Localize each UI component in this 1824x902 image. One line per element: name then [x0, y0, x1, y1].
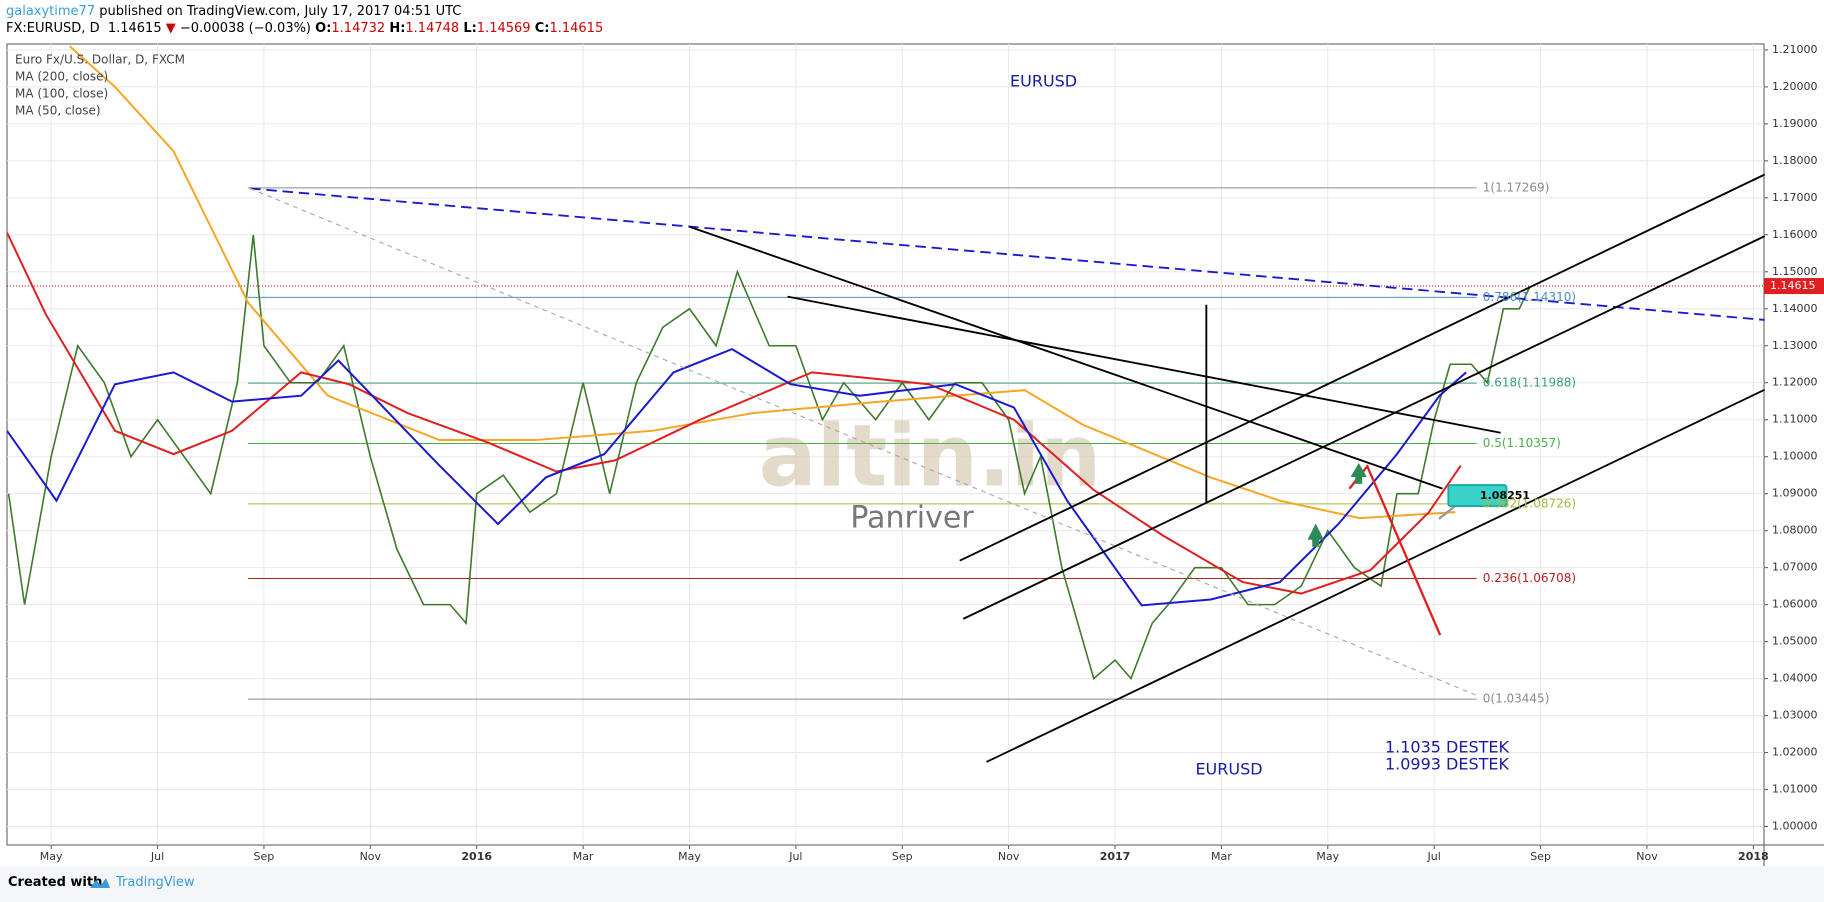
x-tick-label: Nov — [360, 850, 382, 863]
y-tick-label: 1.12000 — [1772, 376, 1818, 389]
up-arrow — [1350, 462, 1367, 484]
published: published on TradingView.com, July 17, 2… — [95, 4, 462, 19]
y-tick-label: 1.16000 — [1772, 228, 1818, 241]
low: 1.14569 — [476, 21, 531, 36]
x-tick-label: 2018 — [1738, 850, 1769, 863]
x-tick-label: May — [1316, 850, 1339, 863]
symbol: FX:EURUSD, D — [6, 21, 100, 36]
fib-label: 0.382(1.08726) — [1483, 496, 1576, 510]
drawings — [249, 173, 1766, 763]
y-tick-label: 1.07000 — [1772, 561, 1818, 574]
channel-line — [962, 235, 1766, 620]
annotation: Panriver — [850, 501, 974, 536]
x-tick-label: May — [678, 850, 701, 863]
y-tick-label: 1.08000 — [1772, 524, 1818, 537]
high: 1.14748 — [405, 21, 460, 36]
low-label: L: — [463, 21, 477, 36]
channel-line — [959, 173, 1766, 562]
x-tick-label: Sep — [254, 850, 275, 863]
y-tick-label: 1.00000 — [1772, 820, 1818, 833]
x-tick-label: May — [40, 850, 63, 863]
trend-line — [689, 225, 1443, 490]
y-tick-label: 1.05000 — [1772, 635, 1818, 648]
header: galaxytime77 published on TradingView.co… — [0, 0, 1824, 44]
x-tick-label: Sep — [892, 850, 913, 863]
channel-line — [986, 388, 1766, 763]
y-tick-label: 1.13000 — [1772, 339, 1818, 352]
annotation: 1.1035 DESTEK — [1385, 738, 1510, 757]
x-tick-label: Jul — [788, 850, 802, 863]
fib-label: 1(1.17269) — [1483, 180, 1550, 194]
arrow-line — [1365, 464, 1442, 636]
y-tick-label: 1.11000 — [1772, 413, 1818, 426]
x-tick-label: Jul — [150, 850, 164, 863]
y-tick-label: 1.19000 — [1772, 117, 1818, 130]
x-tick-label: Nov — [998, 850, 1020, 863]
annotation: EURUSD — [1010, 72, 1077, 91]
arrow: ▼ — [165, 21, 176, 36]
y-tick-label: 1.17000 — [1772, 191, 1818, 204]
x-tick-label: Mar — [1211, 850, 1232, 863]
watermark: altin.in — [759, 406, 1102, 506]
author[interactable]: galaxytime77 — [6, 4, 96, 19]
fib-label: 0.236(1.06708) — [1483, 571, 1576, 585]
trend-line — [250, 187, 1765, 321]
close-label: C: — [534, 21, 550, 36]
x-tick-label: Sep — [1530, 850, 1551, 863]
y-tick-label: 1.18000 — [1772, 154, 1818, 167]
legend-entry: MA (50, close) — [15, 104, 101, 118]
y-tick-label: 1.01000 — [1772, 783, 1818, 796]
legend-entry: MA (200, close) — [15, 70, 108, 84]
pointer — [1438, 503, 1458, 520]
series-line — [7, 234, 1531, 681]
y-tick-label: 1.09000 — [1772, 487, 1818, 500]
series-line — [7, 347, 1467, 607]
x-tick-label: Mar — [573, 850, 594, 863]
footer: Created with TradingView — [0, 866, 1824, 902]
label-box — [1447, 484, 1508, 507]
brand[interactable]: TradingView — [116, 875, 195, 890]
fib-label: 0.5(1.10357) — [1483, 436, 1561, 450]
y-tick-label: 1.21000 — [1772, 43, 1818, 56]
y-tick-label: 1.14000 — [1772, 302, 1818, 315]
trend-line — [249, 187, 1478, 697]
y-tick-label: 1.04000 — [1772, 672, 1818, 685]
x-tick-label: Jul — [1427, 850, 1441, 863]
box-label: 1.08251 — [1480, 489, 1530, 502]
open: 1.14732 — [331, 21, 386, 36]
series-line — [69, 45, 1456, 520]
last-price-box — [1764, 278, 1824, 295]
y-tick-label: 1.20000 — [1772, 80, 1818, 93]
chart: EURUSD altin.in Panriver EURUSD 1.1035 D… — [6, 43, 1824, 866]
close: 1.14615 — [549, 21, 604, 36]
y-tick-label: 1.06000 — [1772, 598, 1818, 611]
fib-label: 0.786(1.14310) — [1483, 290, 1576, 304]
last-price-label: 1.14615 — [1770, 279, 1816, 292]
annotation: EURUSD — [1195, 760, 1262, 779]
up-arrow — [1307, 523, 1324, 547]
fib-label: 0.618(1.11988) — [1483, 376, 1576, 390]
trend-line — [787, 295, 1501, 434]
annotation: 1.0993 DESTEK — [1385, 755, 1510, 774]
x-tick-label: 2017 — [1100, 850, 1131, 863]
y-tick-label: 1.15000 — [1772, 265, 1818, 278]
change: −0.00038 (−0.03%) — [179, 21, 312, 36]
legend-entry: MA (100, close) — [15, 87, 108, 101]
open-label: O: — [315, 21, 332, 36]
y-tick-label: 1.02000 — [1772, 746, 1818, 759]
x-tick-label: Nov — [1636, 850, 1658, 863]
series-line — [7, 232, 1462, 595]
price: 1.14615 — [107, 21, 162, 36]
legend-entry: Euro Fx/U.S. Dollar, D, FXCM — [15, 53, 185, 67]
x-tick-label: 2016 — [461, 850, 492, 863]
y-tick-label: 1.03000 — [1772, 709, 1818, 722]
high-label: H: — [389, 21, 406, 36]
fib-label: 0(1.03445) — [1483, 692, 1550, 706]
created-with: Created with — [8, 875, 103, 890]
logo — [90, 878, 110, 888]
y-tick-label: 1.10000 — [1772, 450, 1818, 463]
